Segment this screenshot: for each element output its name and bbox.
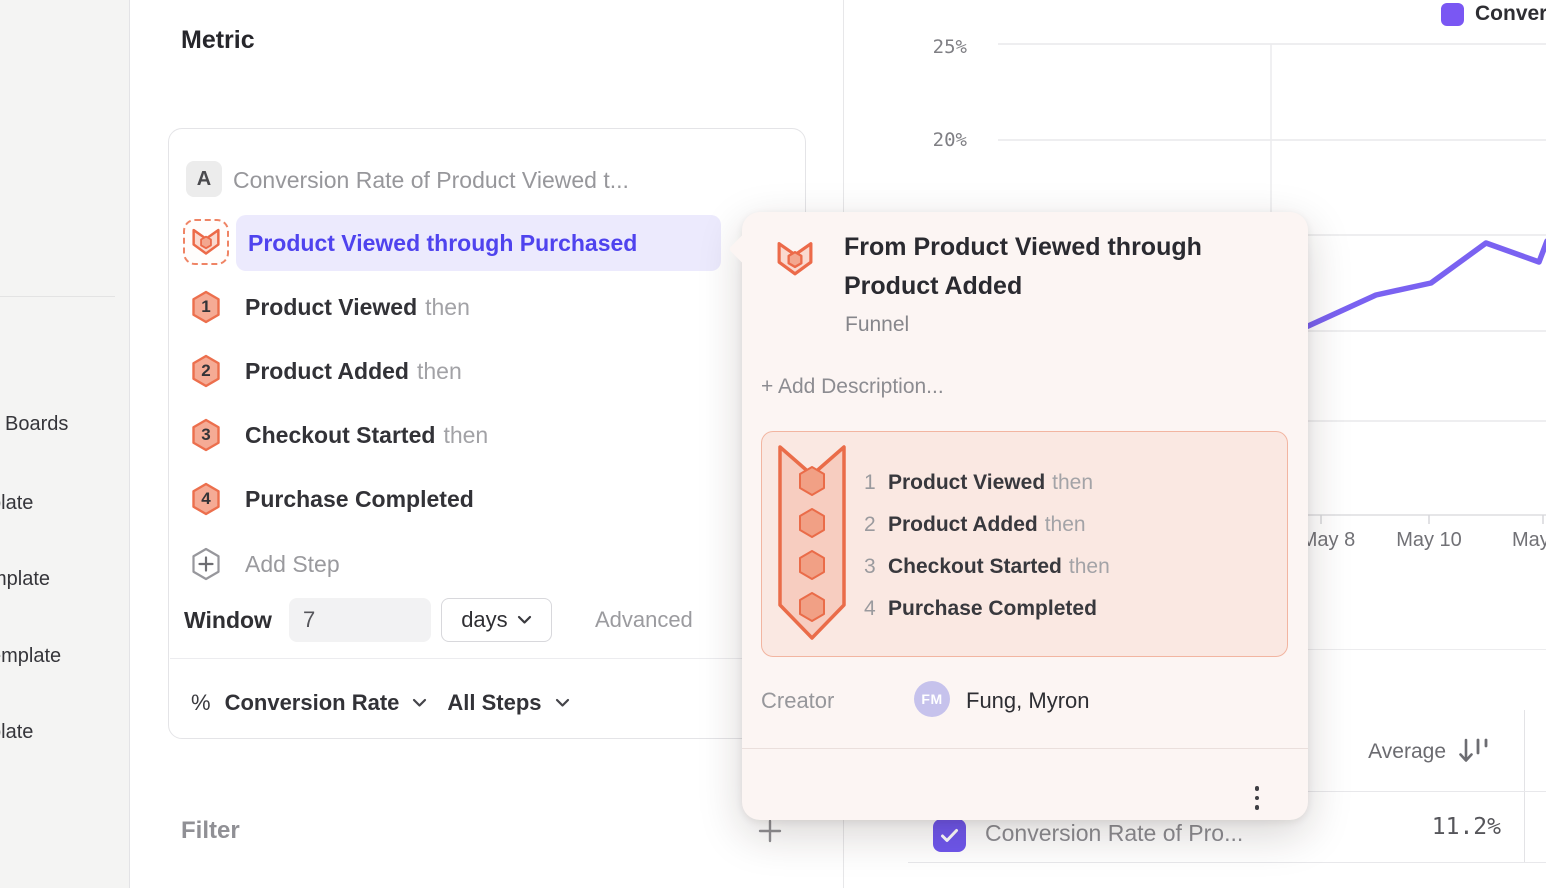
selected-event-label: Product Viewed through Purchased xyxy=(248,229,638,256)
percent-symbol: % xyxy=(191,690,211,715)
step-hexagon-icon: 1 xyxy=(191,290,221,324)
metric-config-panel: Metric A Conversion Rate of Product View… xyxy=(130,0,843,888)
sidebar-item-template-4[interactable]: plate xyxy=(0,721,34,743)
creator-label: Creator xyxy=(761,688,835,713)
preview-step-1: 1 Product Viewed then xyxy=(864,471,1094,494)
creator-name: Fung, Myron xyxy=(966,688,1090,713)
window-row: Window days Advanced xyxy=(184,598,693,642)
preview-step-4: 4 Purchase Completed xyxy=(864,597,1097,620)
x-axis-tick-may8: May 8 xyxy=(1300,529,1356,551)
advanced-link[interactable]: Advanced xyxy=(594,607,693,632)
step-hexagon-icon: 3 xyxy=(191,418,221,452)
window-label: Window xyxy=(184,606,272,633)
add-description-button[interactable]: + Add Description... xyxy=(761,375,944,398)
steps-scope-dropdown[interactable]: All Steps xyxy=(447,690,542,715)
funnel-icon xyxy=(192,228,220,255)
sidebar-item-boards[interactable]: Boards xyxy=(5,413,69,435)
add-filter-button[interactable] xyxy=(757,818,783,844)
sidebar-item-template-2[interactable]: mplate xyxy=(0,568,51,590)
series-checkbox[interactable] xyxy=(933,819,966,852)
metric-section-title: Metric xyxy=(181,26,255,54)
popover-type-label: Funnel xyxy=(845,313,910,336)
series-row-label[interactable]: Conversion Rate of Pro... xyxy=(985,820,1244,846)
x-axis-tick-may10: May 10 xyxy=(1396,529,1462,551)
add-step-button[interactable]: Add Step xyxy=(191,547,340,581)
funnel-details-popover: From Product Viewed through Product Adde… xyxy=(728,212,1308,820)
funnel-step-3[interactable]: 3 Checkout Started then xyxy=(191,418,488,452)
funnel-step-4[interactable]: 4 Purchase Completed xyxy=(191,482,482,516)
funnel-steps-preview-box: 1 Product Viewed then 2 Product Added th… xyxy=(761,431,1288,657)
measure-dropdown[interactable]: Conversion Rate xyxy=(224,690,400,715)
selected-event-pill[interactable]: Product Viewed through Purchased xyxy=(236,215,721,271)
step-hexagon-icon: 2 xyxy=(191,354,221,388)
creator-avatar: FM xyxy=(914,681,950,717)
series-average-value: 11.2% xyxy=(1431,814,1501,840)
sidebar-divider xyxy=(0,296,115,297)
conversion-rate-line xyxy=(1296,238,1546,338)
sort-descending-icon[interactable] xyxy=(1457,736,1493,768)
popover-title: From Product Viewed through Product Adde… xyxy=(844,233,1202,300)
funnel-ribbon-icon xyxy=(778,445,846,640)
sidebar-item-template-1[interactable]: plate xyxy=(0,492,34,514)
chart-legend[interactable]: Conver xyxy=(1441,2,1546,26)
y-axis-tick-25: 25% xyxy=(932,36,967,58)
metric-card-title[interactable]: Conversion Rate of Product Viewed t... xyxy=(233,167,629,193)
chevron-down-icon[interactable] xyxy=(555,698,570,708)
average-column-header[interactable]: Average xyxy=(1368,740,1446,763)
preview-step-3: 3 Checkout Started then xyxy=(864,555,1110,578)
filter-section: Filter xyxy=(181,815,783,847)
x-axis-tick-may12: May xyxy=(1512,529,1546,551)
window-size-input[interactable] xyxy=(288,598,431,642)
table-column-divider xyxy=(1524,710,1525,862)
filter-label: Filter xyxy=(181,817,240,844)
metric-card: A Conversion Rate of Product Viewed t...… xyxy=(168,128,806,739)
card-divider xyxy=(170,658,806,659)
funnel-event-icon-box[interactable] xyxy=(183,219,229,265)
measure-row: % Conversion Rate All Steps xyxy=(191,689,570,717)
more-options-button[interactable] xyxy=(1254,786,1260,810)
preview-step-2: 2 Product Added then xyxy=(864,513,1086,536)
add-step-plus-icon xyxy=(191,547,221,581)
y-axis-tick-20: 20% xyxy=(932,129,967,151)
chevron-down-icon xyxy=(517,615,531,624)
funnel-step-2[interactable]: 2 Product Added then xyxy=(191,354,462,388)
popover-divider xyxy=(742,748,1308,749)
table-row-border xyxy=(908,862,1546,863)
funnel-step-1[interactable]: 1 Product Viewed then xyxy=(191,290,470,324)
chevron-down-icon[interactable] xyxy=(412,698,427,708)
check-icon xyxy=(941,829,958,842)
funnel-icon xyxy=(777,242,813,276)
legend-label: Conver xyxy=(1475,2,1546,25)
step-hexagon-icon: 4 xyxy=(191,482,221,516)
window-unit-select[interactable]: days xyxy=(440,598,552,642)
legend-swatch xyxy=(1441,2,1464,26)
metric-badge: A xyxy=(186,161,222,197)
